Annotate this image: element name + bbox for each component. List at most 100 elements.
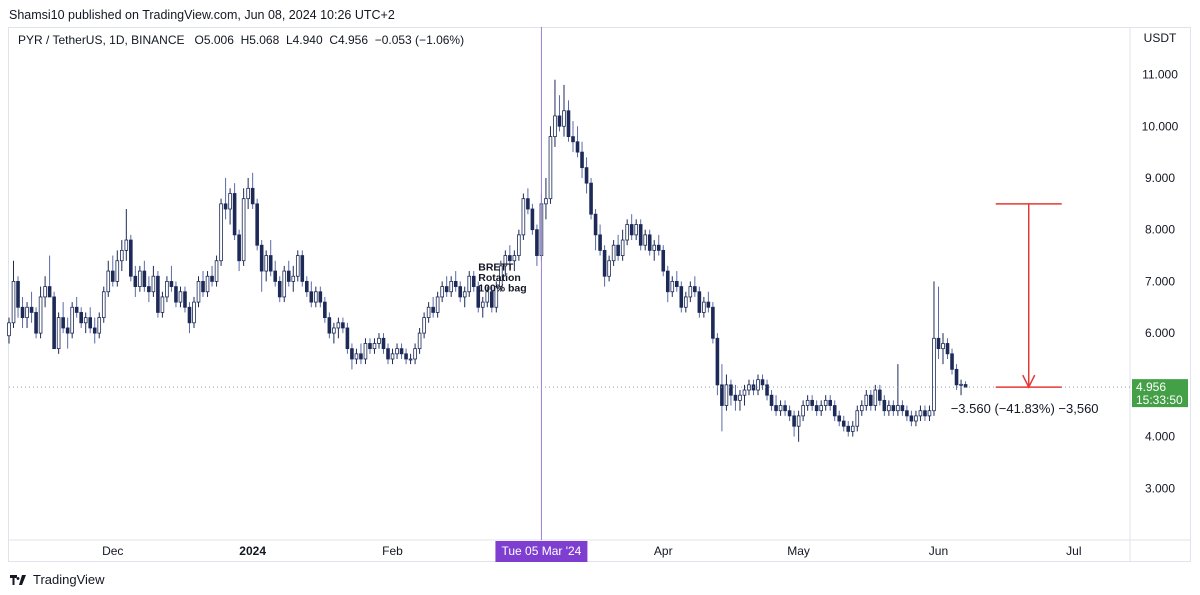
candle-down	[471, 275, 476, 287]
candle-down	[29, 306, 34, 313]
candle-up	[101, 291, 106, 319]
x-tick-label: Jul	[1066, 544, 1081, 558]
symbol-name[interactable]: PYR / TetherUS, 1D, BINANCE	[18, 33, 185, 47]
candle-down	[693, 286, 697, 293]
measure-label: −3.560 (−41.83%) −3,560	[951, 401, 1099, 416]
candle-down	[575, 141, 580, 153]
candle-up	[435, 296, 440, 313]
ohlc-open: O5.006	[194, 33, 234, 47]
candle-up	[544, 198, 548, 205]
candle-down	[837, 415, 842, 422]
candle-up	[422, 317, 426, 334]
candle-up	[634, 224, 638, 236]
candle-up	[887, 405, 891, 412]
candle-up	[485, 291, 490, 303]
annotation-line: 100% bag	[478, 282, 526, 294]
time-axis[interactable]: Dec 2024 Feb Apr May Jun Jul	[8, 539, 1190, 558]
current-price-value: 4.956	[1136, 380, 1166, 394]
candle-up	[38, 296, 43, 334]
candle-up	[562, 110, 566, 127]
candle-up	[160, 296, 165, 313]
y-tick-label: 9.000	[1145, 171, 1175, 185]
candle-down	[665, 270, 670, 293]
candle-up	[363, 343, 368, 360]
candle-up	[747, 384, 751, 391]
candle-down	[88, 317, 93, 329]
candle-down	[882, 399, 887, 412]
ohlc-change: −0.053 (−1.06%)	[374, 33, 465, 47]
candle-down	[936, 337, 941, 350]
candle-down	[828, 399, 833, 406]
candle-down	[878, 389, 882, 401]
candle-up	[205, 275, 210, 293]
candle-up	[336, 322, 341, 329]
candle-down	[792, 415, 796, 427]
candle-down	[79, 312, 83, 324]
x-tick-label: Jun	[929, 544, 948, 558]
candle-up	[70, 306, 74, 334]
candle-down	[92, 327, 97, 334]
candle-up	[264, 255, 268, 272]
y-tick-label: 3.000	[1145, 481, 1175, 495]
candle-up	[494, 286, 499, 308]
candle-down	[174, 286, 178, 303]
candle-down	[733, 394, 738, 401]
candle-down	[638, 224, 643, 246]
candle-up	[282, 270, 287, 298]
candle-down	[458, 286, 463, 298]
candle-down	[629, 224, 634, 236]
candle-up	[756, 379, 760, 391]
measure-arrowhead	[1022, 374, 1036, 389]
y-tick-label: 4.000	[1145, 430, 1175, 444]
candle-down	[706, 301, 711, 308]
candle-up	[941, 343, 945, 350]
candle-up	[83, 317, 88, 324]
symbol-legend: PYR / TetherUS, 1D, BINANCE O5.006 H5.06…	[18, 33, 464, 47]
candle-down	[945, 343, 950, 355]
candle-down	[341, 322, 345, 329]
candle-down	[602, 249, 607, 277]
candle-up	[512, 255, 517, 262]
candle-down	[34, 312, 38, 334]
candle-up	[548, 136, 553, 200]
candle-down	[841, 420, 846, 427]
candle-up	[11, 281, 16, 324]
candle-up	[124, 239, 129, 251]
candle-up	[314, 291, 318, 303]
candle-up	[467, 275, 472, 293]
y-tick-label: 7.000	[1145, 274, 1175, 288]
candle-up	[702, 301, 706, 313]
candle-down	[489, 291, 494, 308]
ohlc-high: H5.068	[240, 33, 280, 47]
candle-up	[959, 383, 963, 386]
candle-down	[674, 281, 679, 287]
candle-up	[499, 265, 503, 287]
candle-down	[571, 136, 575, 143]
candle-down	[156, 275, 160, 313]
candle-up	[372, 343, 377, 350]
candles-layer	[7, 79, 968, 442]
candle-down	[223, 203, 228, 210]
footer-brand: TradingView	[10, 572, 105, 587]
annotation-line: BRETT	[478, 261, 514, 273]
candle-up	[178, 291, 183, 303]
candle-down	[381, 337, 386, 350]
candle-down	[453, 281, 458, 287]
price-axis[interactable]: USDT11.00010.0009.0008.0007.0006.0005.00…	[1129, 27, 1179, 562]
candle-up	[219, 203, 223, 262]
candle-up	[801, 405, 805, 417]
candle-down	[304, 281, 309, 293]
candle-down	[444, 286, 449, 293]
candle-down	[697, 291, 702, 313]
candle-down	[954, 368, 959, 386]
candle-up	[138, 270, 142, 287]
y-tick-label: 8.000	[1145, 223, 1175, 237]
candle-up	[97, 317, 102, 334]
candle-down	[589, 182, 593, 215]
candle-up	[332, 327, 336, 334]
candle-down	[133, 275, 138, 287]
candle-up	[417, 332, 422, 350]
current-price-tag	[1132, 379, 1188, 408]
candle-down	[431, 306, 435, 313]
